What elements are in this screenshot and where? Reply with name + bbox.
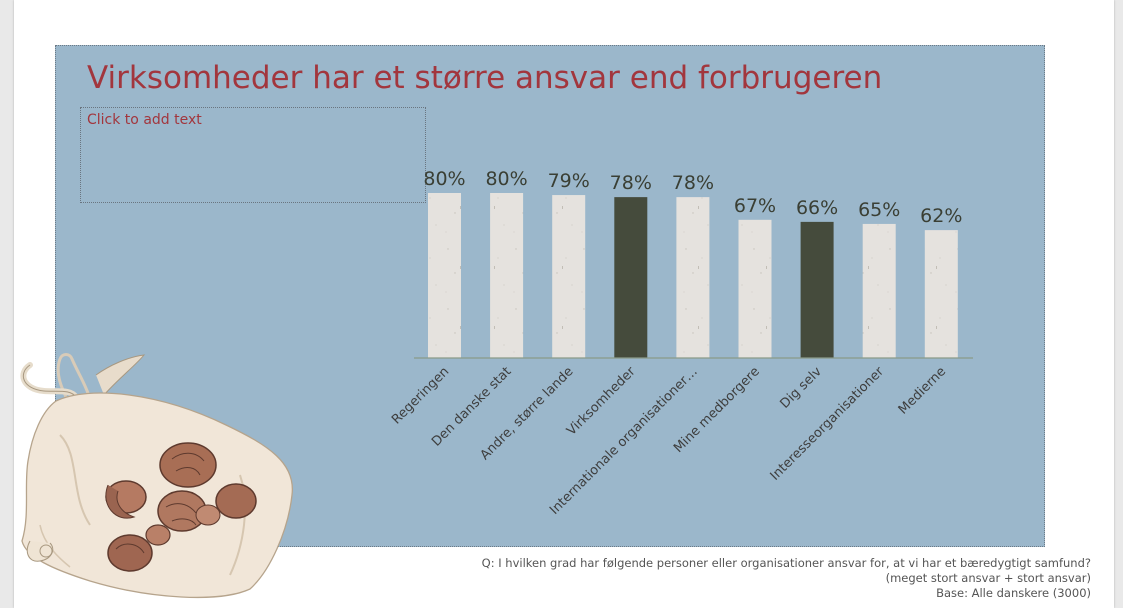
bar-3 — [552, 195, 586, 358]
bar-9 — [924, 230, 958, 358]
category-label-9: Medierne — [896, 364, 949, 417]
data-label-7: 66% — [796, 197, 838, 219]
slide-title[interactable]: Virksomheder har et større ansvar end fo… — [87, 60, 883, 96]
cloth-bag-with-nuts-icon — [20, 353, 293, 599]
bar-1 — [428, 193, 461, 358]
footnote-base: Base: Alle danskere (3000) — [936, 586, 1091, 600]
placeholder-text: Click to add text — [87, 112, 202, 128]
bar-8 — [862, 223, 896, 358]
data-label-1: 80% — [423, 168, 465, 190]
data-label-2: 80% — [485, 168, 527, 190]
footnote-question: Q: I hvilken grad har følgende personer … — [481, 556, 1091, 570]
data-label-9: 62% — [920, 205, 962, 227]
data-label-8: 65% — [858, 199, 900, 221]
bar-4 — [614, 197, 648, 358]
bar-5 — [676, 197, 710, 358]
bar-6 — [738, 219, 772, 358]
data-label-3: 79% — [548, 170, 590, 192]
data-label-5: 78% — [672, 172, 714, 194]
data-label-4: 78% — [610, 172, 652, 194]
category-label-1: Regeringen — [389, 364, 452, 427]
bar-2 — [490, 193, 524, 358]
data-label-6: 67% — [734, 195, 776, 217]
category-label-8: Interesseorganisationer — [768, 364, 888, 484]
footnote: Q: I hvilken grad har følgende personer … — [482, 556, 1091, 601]
footnote-answer-scope: (meget stort ansvar + stort ansvar) — [885, 571, 1091, 585]
category-label-7: Dig selv — [777, 364, 825, 412]
bar-7 — [800, 221, 834, 358]
text-placeholder[interactable]: Click to add text — [80, 107, 426, 203]
